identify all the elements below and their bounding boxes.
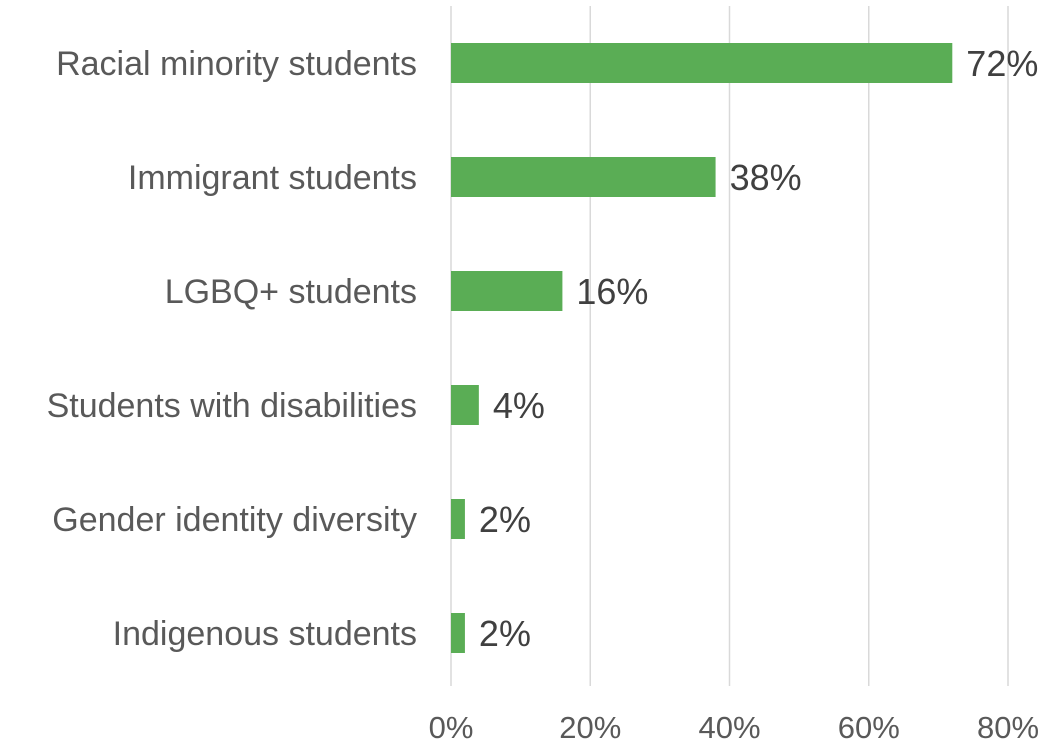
x-axis-tick-labels: 0% 20% 40% 60% 80% — [429, 710, 1039, 742]
x-tick-label: 0% — [429, 710, 474, 742]
category-label: Students with disabilities — [47, 387, 417, 425]
bar — [451, 43, 953, 83]
category-label: LGBQ+ students — [165, 273, 417, 311]
bar — [451, 157, 716, 197]
data-labels: 72% 38% 16% 4% 2% 2% — [479, 43, 1038, 654]
category-label: Indigenous students — [113, 615, 417, 653]
category-label: Immigrant students — [128, 159, 417, 197]
x-tick-label: 80% — [977, 710, 1039, 742]
bar — [451, 271, 563, 311]
bar — [451, 499, 465, 539]
x-tick-label: 60% — [838, 710, 900, 742]
data-label: 2% — [479, 613, 531, 654]
bar — [451, 613, 465, 653]
category-label: Racial minority students — [56, 45, 417, 83]
data-label: 2% — [479, 499, 531, 540]
data-label: 4% — [493, 385, 545, 426]
category-label: Gender identity diversity — [52, 501, 417, 539]
x-tick-label: 20% — [559, 710, 621, 742]
bar — [451, 385, 479, 425]
data-label: 72% — [966, 43, 1038, 84]
bars — [451, 43, 953, 653]
gridlines — [450, 6, 1009, 686]
data-label: 16% — [576, 271, 648, 312]
x-tick-label: 40% — [698, 710, 760, 742]
data-label: 38% — [730, 157, 802, 198]
category-labels: Racial minority students Immigrant studen… — [47, 45, 417, 653]
